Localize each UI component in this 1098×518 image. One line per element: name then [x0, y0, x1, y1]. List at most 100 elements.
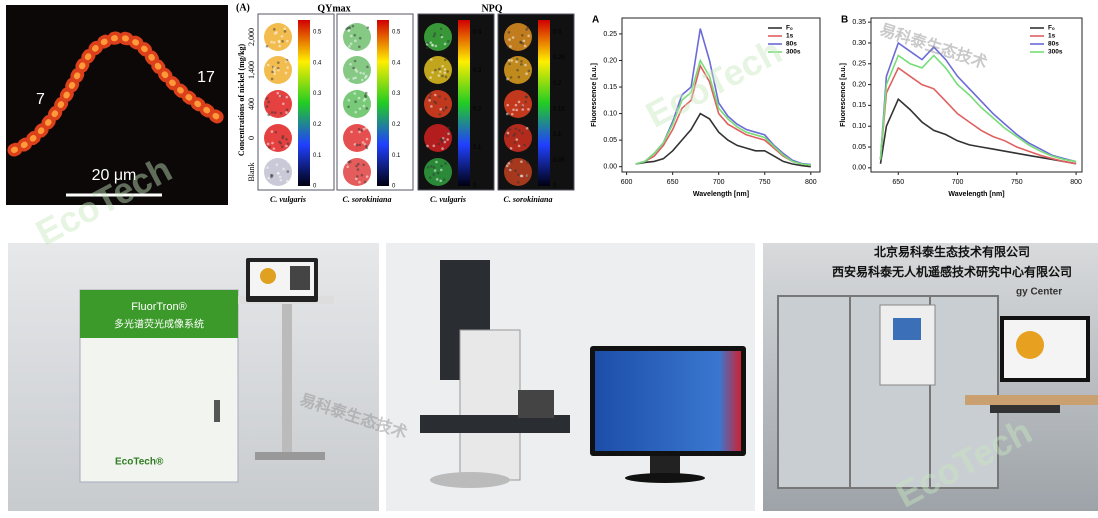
sample-well	[264, 90, 292, 118]
speckle	[439, 107, 443, 111]
speckle	[507, 31, 511, 34]
speckle	[353, 33, 357, 37]
speckle	[347, 98, 351, 102]
speckle	[429, 92, 432, 96]
speckle	[524, 100, 528, 104]
speckle	[522, 39, 526, 43]
speckle	[509, 45, 512, 48]
row-label: 0	[247, 136, 256, 140]
chart-title: B	[841, 15, 848, 26]
speckle	[285, 144, 288, 148]
series-line	[879, 41, 1077, 163]
speckle	[267, 100, 271, 104]
speckle	[273, 111, 277, 114]
colorbar-tick-label: 0.1	[473, 145, 482, 151]
speckle	[437, 142, 441, 146]
y-axis-label: Concentrations of nickel (mg/kg)	[237, 44, 246, 157]
x-tick-label: 650	[892, 179, 904, 186]
speckle	[438, 95, 441, 98]
y-tick-label: 0.20	[852, 81, 866, 88]
speckle	[520, 105, 524, 108]
speckle	[435, 178, 439, 181]
speckle	[517, 75, 521, 79]
speckle	[443, 58, 447, 62]
speckle	[279, 111, 283, 115]
speckle	[346, 77, 350, 81]
speckle	[266, 166, 269, 169]
colorbar	[377, 20, 389, 186]
speckle	[271, 70, 274, 74]
speckle	[365, 107, 369, 110]
y-tick-label: 0.10	[603, 110, 617, 117]
speckle	[280, 34, 284, 38]
column-label: C. vulgaris	[270, 195, 306, 204]
y-tick-label: 0.25	[852, 61, 866, 68]
panel-title: QYmax	[317, 3, 350, 14]
speckle	[438, 70, 442, 73]
row-label: 400	[247, 98, 256, 110]
row-label: 2,000	[247, 28, 256, 46]
speckle	[514, 127, 518, 131]
colorbar-tick-label: 0.2	[553, 81, 562, 87]
sample-well	[424, 23, 452, 51]
instrument-name: 多光谱荧光成像系统	[114, 318, 204, 331]
plot-frame	[621, 17, 821, 173]
speckle	[355, 164, 358, 168]
speckle	[527, 107, 530, 111]
speckle	[265, 97, 269, 100]
speckle	[512, 134, 516, 137]
speckle	[440, 35, 444, 39]
speckle	[432, 144, 436, 148]
speckle	[349, 62, 352, 66]
colorbar-tick-label: 0.2	[392, 122, 401, 128]
speckle	[365, 146, 369, 150]
speckle	[364, 95, 368, 99]
speckle	[506, 131, 510, 135]
legend-label: Fₒ	[786, 25, 793, 32]
speckle	[284, 71, 288, 75]
speckle	[508, 62, 511, 66]
colorbar-tick-label: 0.3	[392, 91, 401, 97]
y-tick-label: 0.15	[603, 84, 617, 91]
speckle	[513, 141, 517, 144]
speckle	[364, 144, 368, 148]
speckle	[508, 38, 511, 41]
chart-title: A	[592, 15, 599, 26]
speckle	[355, 175, 359, 178]
speckle	[510, 112, 514, 116]
speckle	[358, 180, 361, 184]
speckle	[526, 160, 529, 164]
speckle	[358, 107, 362, 110]
photo-microscope	[386, 243, 755, 511]
speckle	[360, 78, 364, 82]
speckle	[286, 160, 290, 163]
legend-label: 300s	[1048, 49, 1063, 56]
speckle	[355, 143, 359, 147]
speckle	[354, 76, 357, 80]
speckle	[527, 69, 531, 73]
legend-label: 300s	[786, 49, 801, 56]
speckle	[520, 160, 523, 163]
speckle	[348, 26, 352, 30]
speckle	[443, 67, 447, 71]
micrograph: 7 17 20 μm	[6, 5, 229, 205]
speckle	[282, 102, 285, 106]
speckle	[362, 104, 366, 108]
speckle	[277, 40, 281, 44]
speckle	[526, 174, 529, 178]
y-tick-label: 0.15	[852, 102, 866, 109]
company-sign: 西安易科泰无人机遥感技术研究中心有限公司	[832, 264, 1072, 279]
speckle	[444, 97, 447, 101]
speckle	[426, 41, 430, 45]
speckle	[444, 75, 448, 79]
speckle	[430, 165, 433, 168]
speckle	[443, 71, 447, 75]
speckle	[512, 108, 515, 112]
speckle	[286, 39, 289, 43]
legend-label: 80s	[786, 41, 797, 48]
speckle	[353, 59, 357, 63]
speckle	[521, 131, 524, 135]
speckle	[526, 26, 530, 29]
series-line	[635, 112, 811, 168]
speckle	[283, 30, 287, 33]
